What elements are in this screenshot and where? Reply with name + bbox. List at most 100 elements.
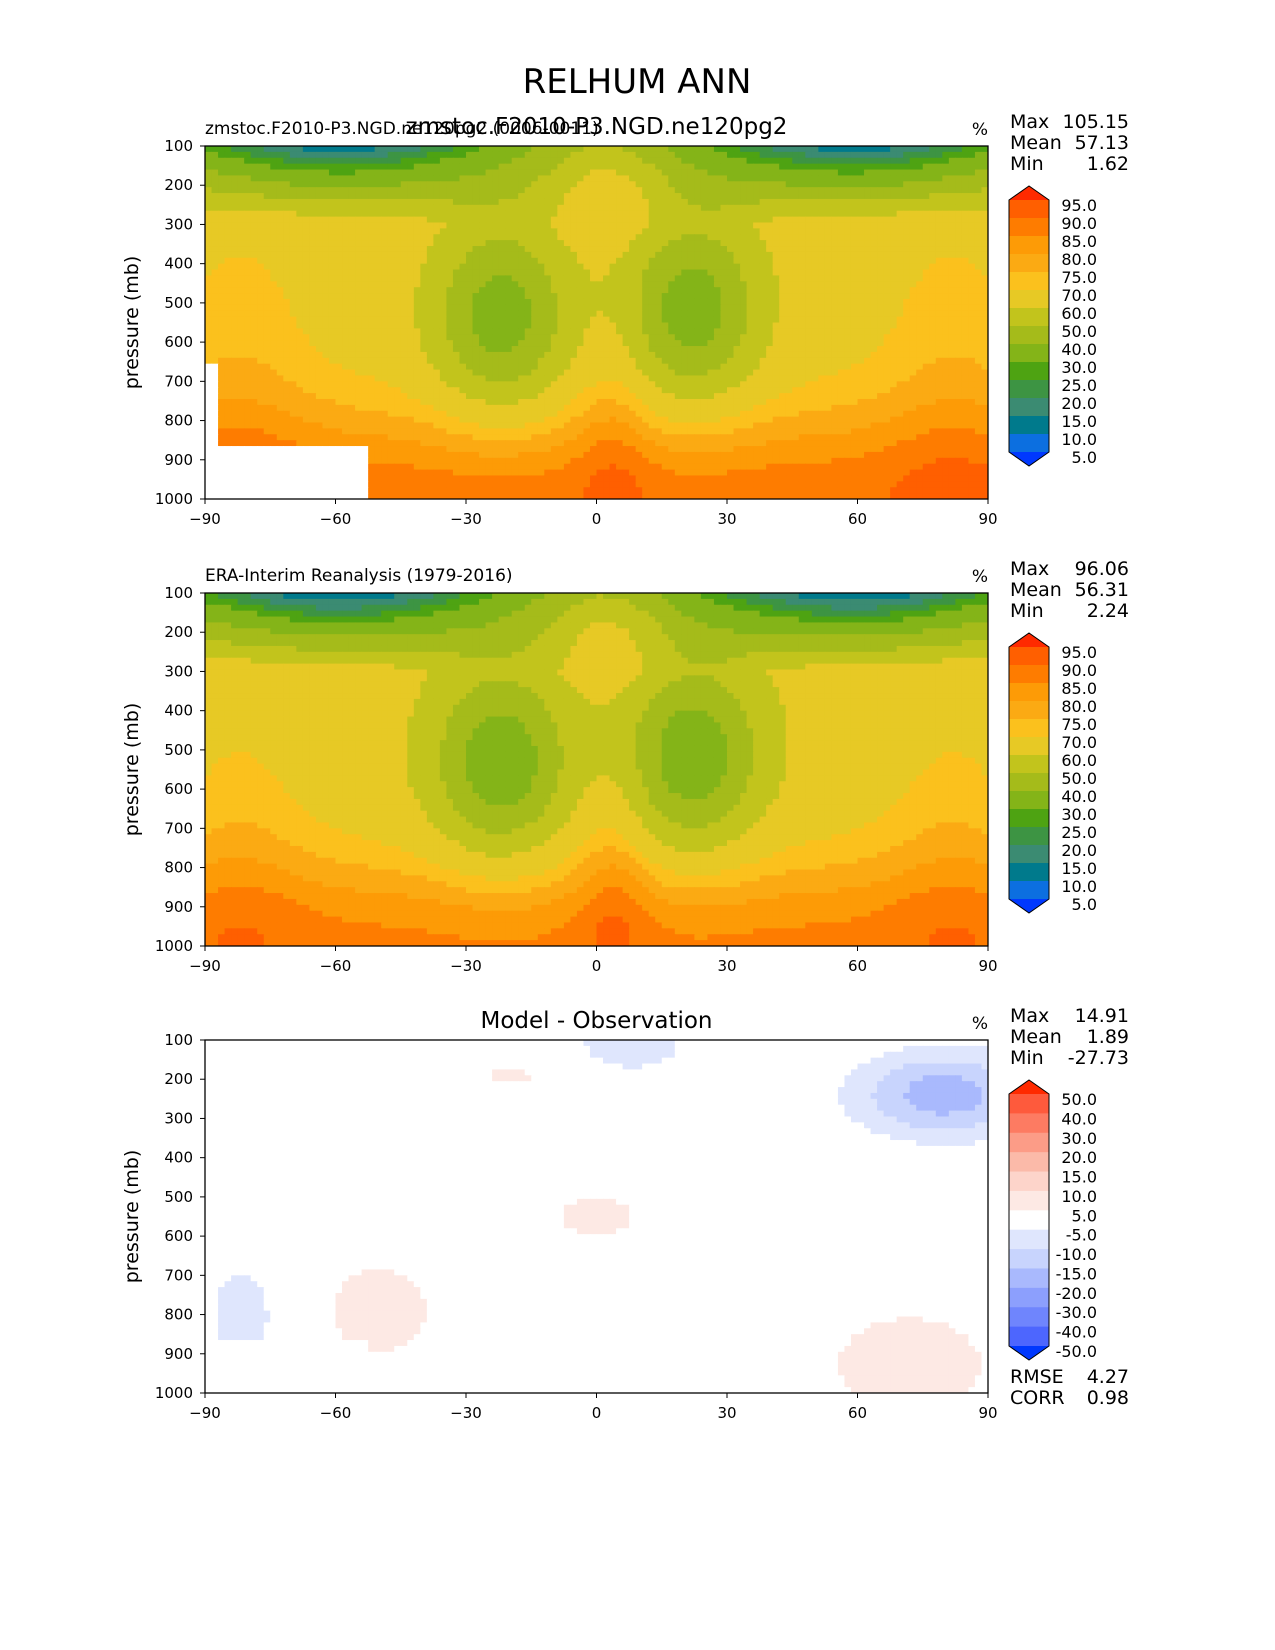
stat-corr-label: CORR — [1010, 1387, 1065, 1409]
contour-field — [205, 1040, 988, 1393]
y-tick-label: 400 — [164, 1149, 193, 1167]
x-tick-label: −60 — [320, 510, 352, 528]
colorbar-level-label: 80.0 — [1061, 697, 1097, 716]
colorbar-level-label: 20.0 — [1061, 841, 1097, 860]
y-tick-label: 600 — [164, 1227, 193, 1245]
colorbar-level-label: 40.0 — [1061, 1109, 1097, 1128]
colorbar-segment — [1009, 827, 1049, 846]
colorbar-level-label: 90.0 — [1061, 214, 1097, 233]
colorbar-extend-top — [1009, 186, 1049, 200]
y-tick-label: 800 — [164, 412, 193, 430]
colorbar-segment — [1009, 809, 1049, 828]
stat-min-label: Min — [1010, 600, 1044, 622]
stat-min-label: Min — [1010, 153, 1044, 175]
stat-min-value: 1.62 — [1087, 153, 1129, 175]
colorbar-segment — [1009, 200, 1049, 219]
stat-max-label: Max — [1010, 111, 1049, 133]
colorbar-level-label: 85.0 — [1061, 679, 1097, 698]
colorbar-level-label: 50.0 — [1061, 322, 1097, 341]
colorbar-segment — [1009, 380, 1049, 399]
colorbar-level-label: -50.0 — [1056, 1342, 1097, 1361]
stat-max-label: Max — [1010, 558, 1049, 580]
colorbar-level-label: 70.0 — [1061, 733, 1097, 752]
figure-title: RELHUM ANN — [523, 62, 752, 102]
panel-title-left: zmstoc.F2010-P3.NGD.ne120pg2 (0006-0011) — [205, 119, 599, 139]
y-tick-label: 800 — [164, 1306, 193, 1324]
colorbar-segment — [1009, 1210, 1049, 1231]
colorbar-segment — [1009, 647, 1049, 666]
colorbar-segment — [1009, 773, 1049, 792]
x-tick-label: −30 — [450, 957, 482, 975]
stat-mean-label: Mean — [1010, 1026, 1062, 1048]
y-tick-label: 200 — [164, 1070, 193, 1088]
colorbar-segment — [1009, 665, 1049, 684]
colorbar-level-label: 50.0 — [1061, 769, 1097, 788]
colorbar-level-label: 90.0 — [1061, 661, 1097, 680]
colorbar-level-label: 70.0 — [1061, 286, 1097, 305]
y-tick-label: 1000 — [155, 1384, 193, 1402]
x-tick-label: −30 — [450, 510, 482, 528]
x-tick-label: 0 — [592, 957, 602, 975]
stat-corr-value: 0.98 — [1087, 1387, 1129, 1409]
colorbar-segment — [1009, 863, 1049, 882]
colorbar-level-label: 15.0 — [1061, 412, 1097, 431]
colorbar-level-label: 75.0 — [1061, 268, 1097, 287]
x-tick-label: 30 — [717, 957, 736, 975]
colorbar-segment — [1009, 1132, 1049, 1153]
stat-rmse-value: 4.27 — [1087, 1366, 1129, 1388]
colorbar-outline — [1008, 632, 1050, 914]
colorbar-level-label: 10.0 — [1061, 430, 1097, 449]
x-tick-label: −30 — [450, 1404, 482, 1422]
x-tick-label: 60 — [848, 1404, 867, 1422]
colorbar-level-label: 95.0 — [1061, 643, 1097, 662]
y-tick-label: 300 — [164, 1109, 193, 1127]
y-tick-label: 100 — [164, 584, 193, 602]
y-tick-label: 200 — [164, 623, 193, 641]
colorbar-segment — [1009, 1094, 1049, 1114]
y-tick-label: 1000 — [155, 490, 193, 508]
colorbar-level-label: 95.0 — [1061, 196, 1097, 215]
colorbar-segment — [1009, 1229, 1049, 1250]
colorbar-level-label: 30.0 — [1061, 1129, 1097, 1148]
colorbar-level-label: 30.0 — [1061, 358, 1097, 377]
colorbar-segment — [1009, 1249, 1049, 1269]
colorbar-segment — [1009, 254, 1049, 273]
colorbar-segment — [1009, 1113, 1049, 1134]
colorbar-segment — [1009, 701, 1049, 720]
colorbar-extend-top — [1009, 1080, 1049, 1094]
x-tick-label: −60 — [320, 1404, 352, 1422]
contour-field — [205, 593, 988, 946]
x-tick-label: 60 — [848, 510, 867, 528]
y-tick-label: 500 — [164, 1188, 193, 1206]
y-tick-label: 700 — [164, 1266, 193, 1284]
colorbar-level-label: 5.0 — [1072, 448, 1097, 467]
colorbar-level-label: 20.0 — [1061, 1148, 1097, 1167]
colorbar-level-label: 20.0 — [1061, 394, 1097, 413]
y-tick-label: 900 — [164, 1345, 193, 1363]
colorbar-segment — [1009, 344, 1049, 363]
colorbar-level-label: 60.0 — [1061, 304, 1097, 323]
colorbar-segment — [1009, 845, 1049, 864]
colorbar-segment — [1009, 1326, 1049, 1347]
colorbar: 50.040.030.020.015.010.05.0-5.0-10.0-15.… — [1008, 1079, 1097, 1361]
contour-field — [205, 146, 988, 499]
stat-max-value: 96.06 — [1075, 558, 1129, 580]
colorbar-segment — [1009, 1190, 1049, 1211]
y-tick-label: 900 — [164, 451, 193, 469]
y-tick-label: 400 — [164, 702, 193, 720]
x-tick-label: 90 — [978, 957, 997, 975]
y-tick-label: 400 — [164, 255, 193, 273]
panel-difference: −90 −60 −30 0 30 60 90 100 200 300 400 500 600 700 800… — [121, 1005, 1129, 1422]
panel-observation: −90 −60 −30 0 30 60 90 100 200 300 400 500 600 700 800… — [121, 558, 1129, 975]
panel-title-center: zmstoc.F2010-P3.NGD.ne120pg2 — [406, 114, 788, 140]
colorbar-segment — [1009, 881, 1049, 900]
colorbar-segment — [1009, 290, 1049, 309]
colorbar-level-label: 5.0 — [1072, 895, 1097, 914]
y-axis-label: pressure (mb) — [121, 1150, 143, 1284]
units-label: % — [972, 120, 988, 140]
colorbar-level-label: 15.0 — [1061, 1168, 1097, 1187]
x-tick-label: 30 — [717, 510, 736, 528]
x-tick-label: −90 — [189, 510, 221, 528]
colorbar-level-label: -20.0 — [1056, 1284, 1097, 1303]
